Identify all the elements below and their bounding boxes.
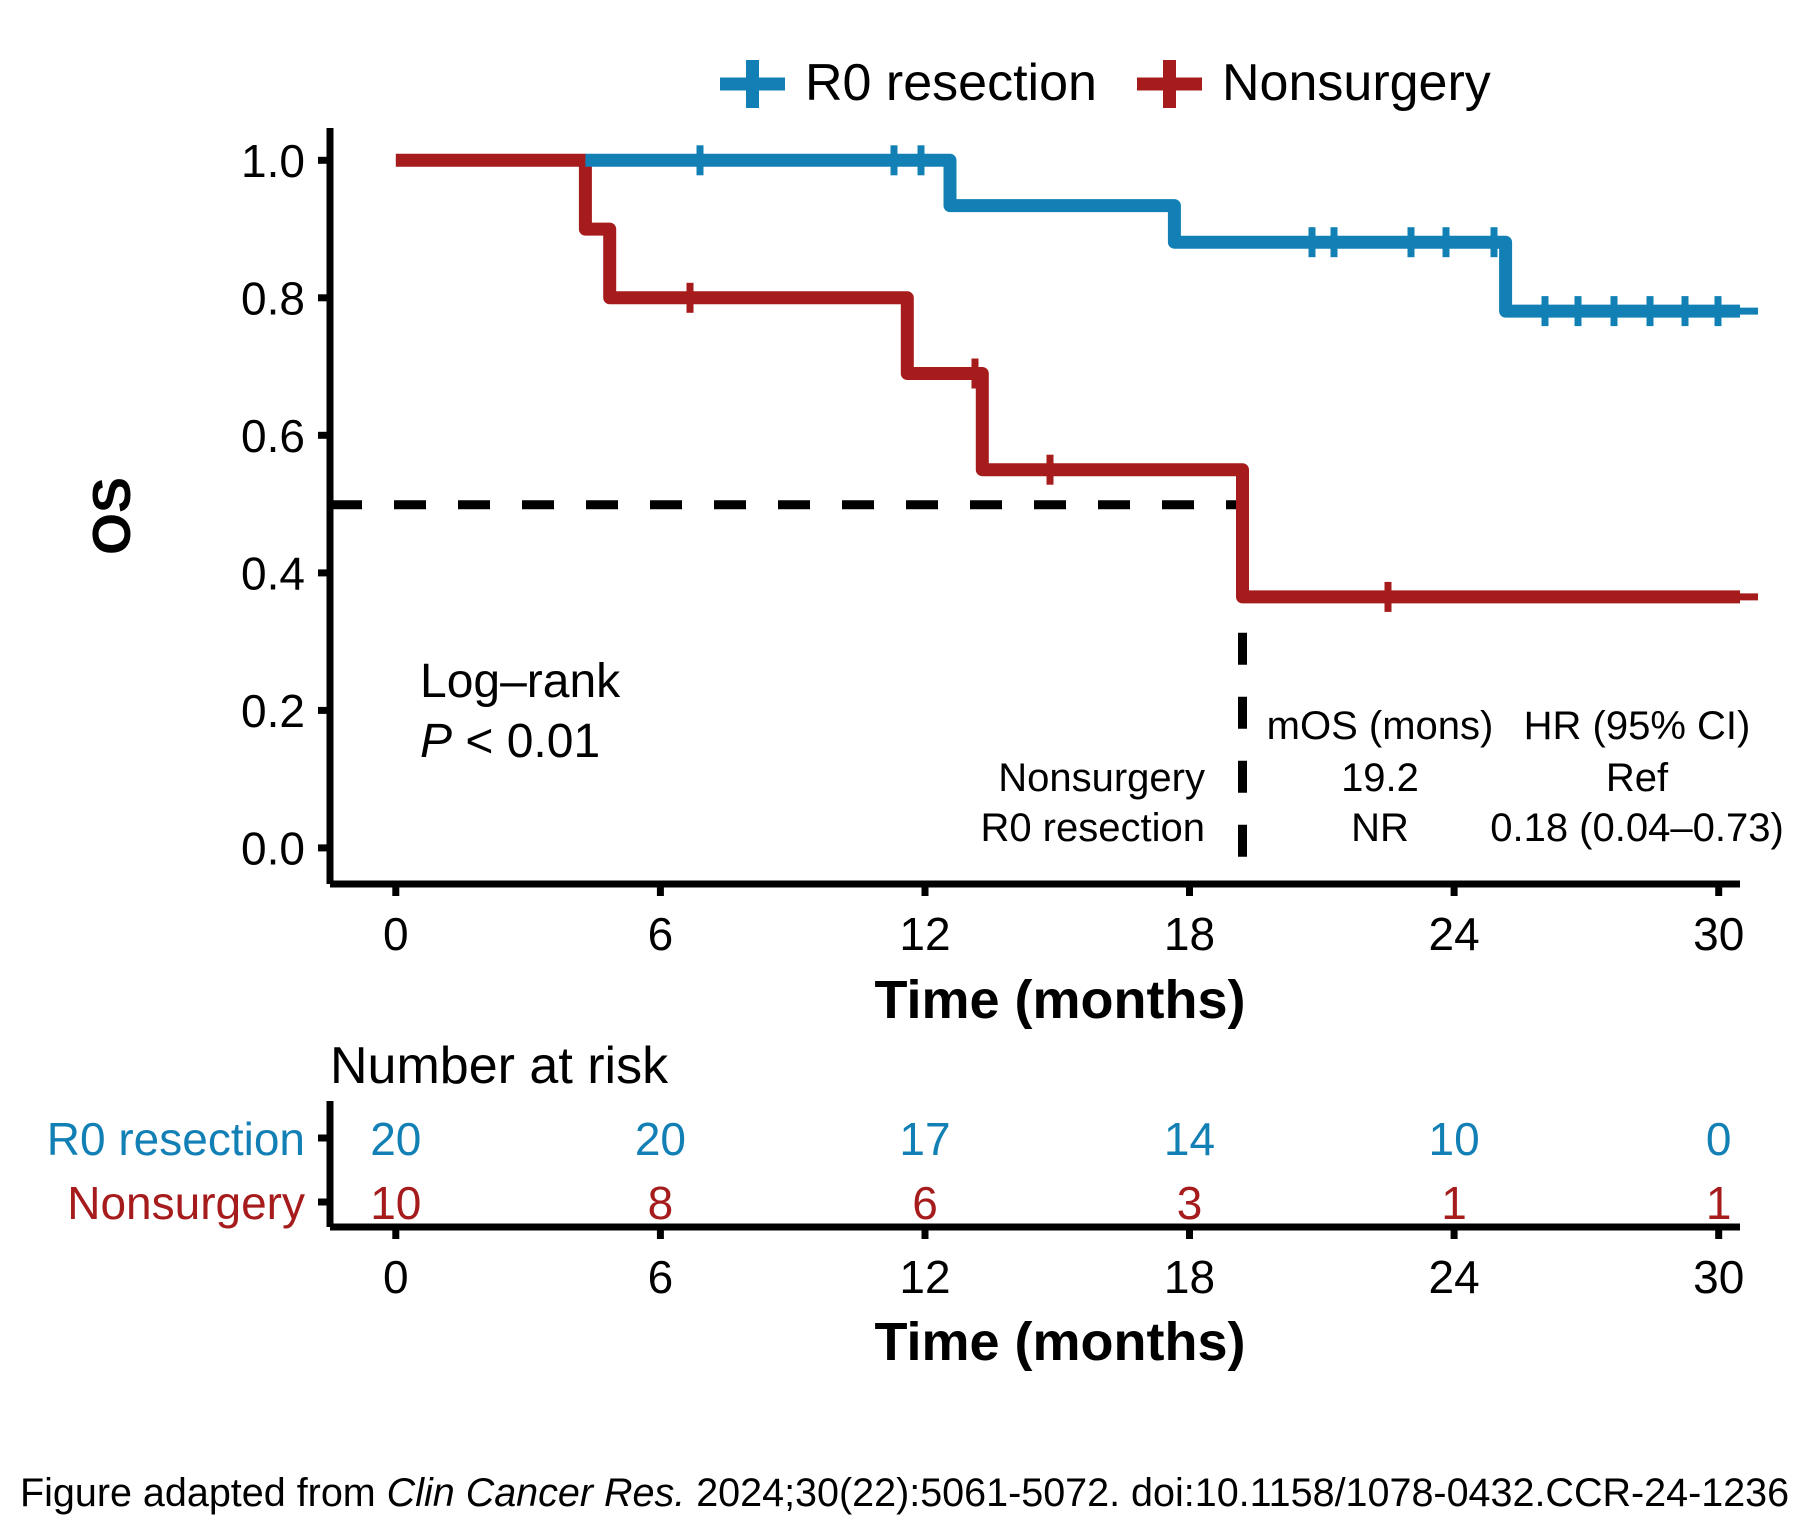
svg-text:0: 0 [383, 908, 409, 960]
svg-text:Nonsurgery: Nonsurgery [1222, 54, 1491, 112]
svg-text:1: 1 [1706, 1177, 1732, 1229]
svg-text:10: 10 [1429, 1113, 1480, 1165]
svg-text:Ref: Ref [1606, 756, 1669, 800]
svg-text:mOS (mons): mOS (mons) [1267, 704, 1494, 748]
svg-text:6: 6 [648, 1251, 674, 1303]
svg-text:0.8: 0.8 [241, 273, 305, 325]
svg-text:18: 18 [1164, 908, 1215, 960]
svg-text:20: 20 [635, 1113, 686, 1165]
svg-text:P < 0.01: P < 0.01 [420, 715, 600, 768]
svg-text:14: 14 [1164, 1113, 1215, 1165]
svg-text:0: 0 [1706, 1113, 1732, 1165]
svg-text:0: 0 [383, 1251, 409, 1303]
svg-text:6: 6 [648, 908, 674, 960]
svg-text:24: 24 [1429, 908, 1480, 960]
svg-text:12: 12 [899, 908, 950, 960]
svg-text:Time (months): Time (months) [874, 1312, 1245, 1372]
svg-text:6: 6 [912, 1177, 938, 1229]
svg-text:R0 resection: R0 resection [980, 806, 1205, 850]
svg-text:1.0: 1.0 [241, 135, 305, 187]
svg-text:0.18 (0.04–0.73): 0.18 (0.04–0.73) [1490, 806, 1784, 850]
svg-text:24: 24 [1429, 1251, 1480, 1303]
svg-text:HR (95% CI): HR (95% CI) [1524, 704, 1751, 748]
svg-text:0.4: 0.4 [241, 548, 305, 600]
svg-text:R0 resection: R0 resection [47, 1113, 305, 1165]
svg-text:0.2: 0.2 [241, 685, 305, 737]
svg-text:1: 1 [1441, 1177, 1467, 1229]
svg-text:8: 8 [648, 1177, 674, 1229]
svg-text:0.0: 0.0 [241, 823, 305, 875]
svg-text:0.6: 0.6 [241, 410, 305, 462]
svg-text:18: 18 [1164, 1251, 1215, 1303]
svg-text:30: 30 [1693, 1251, 1744, 1303]
svg-text:Number at risk: Number at risk [330, 1037, 669, 1095]
svg-text:Log–rank: Log–rank [420, 655, 621, 708]
svg-text:Figure adapted from Clin Cance: Figure adapted from Clin Cancer Res. 202… [20, 1471, 1789, 1515]
svg-text:30: 30 [1693, 908, 1744, 960]
svg-text:NR: NR [1351, 806, 1409, 850]
svg-text:17: 17 [899, 1113, 950, 1165]
svg-text:10: 10 [370, 1177, 421, 1229]
svg-text:3: 3 [1177, 1177, 1203, 1229]
svg-text:20: 20 [370, 1113, 421, 1165]
svg-text:Nonsurgery: Nonsurgery [998, 756, 1205, 800]
svg-text:12: 12 [899, 1251, 950, 1303]
svg-text:Nonsurgery: Nonsurgery [67, 1177, 305, 1229]
svg-text:19.2: 19.2 [1341, 756, 1419, 800]
svg-text:Time (months): Time (months) [874, 970, 1245, 1030]
svg-text:OS: OS [82, 477, 142, 555]
svg-text:R0 resection: R0 resection [805, 54, 1097, 112]
